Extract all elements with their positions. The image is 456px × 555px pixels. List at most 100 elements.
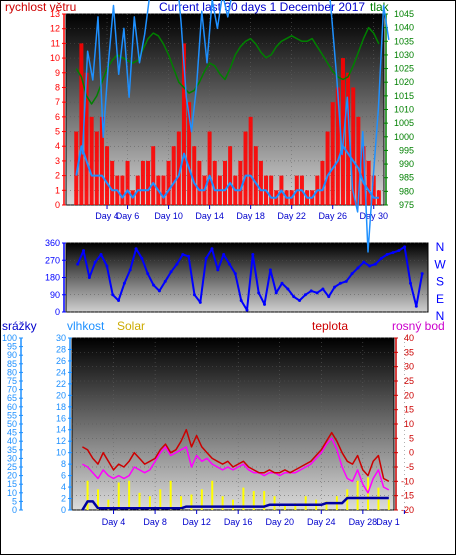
gust-bar (320, 160, 325, 205)
compass-label: E (436, 292, 444, 306)
gust-bar (325, 131, 330, 205)
direction-point (122, 281, 126, 285)
direction-point (391, 251, 395, 255)
rain-tick-label: 35 (7, 445, 17, 455)
solar-bar (211, 480, 214, 510)
wind-tick-label: 6 (55, 112, 60, 122)
direction-point (216, 268, 220, 272)
direction-point (350, 272, 354, 276)
compass-label: W (434, 257, 446, 271)
gust-bar (340, 58, 345, 206)
direction-point (338, 281, 342, 285)
solar-bar (242, 487, 245, 510)
humidity-tick-label: 2 (61, 494, 66, 504)
direction-point (198, 300, 202, 304)
gust-bar (258, 160, 263, 205)
direction-point (333, 285, 337, 289)
pressure-tick-label: 1010 (394, 105, 414, 115)
x-tick-label: Day 4 (95, 211, 119, 221)
rain-tick-label: 55 (7, 410, 17, 420)
direction-point (105, 264, 109, 268)
legend-solar: Solar (117, 319, 145, 333)
direction-point (321, 287, 325, 291)
direction-point (327, 295, 331, 299)
gust-bar (166, 160, 171, 205)
temperature-tick-label: -20 (401, 505, 414, 515)
pressure-axis-label: tlak (370, 0, 390, 14)
humidity-tick-label: 6 (61, 471, 66, 481)
wind-tick-label: 0 (55, 200, 60, 210)
gust-bar (351, 87, 356, 205)
rain-tick-label: 20 (7, 471, 17, 481)
x-tick-label: Day 24 (307, 517, 336, 527)
solar-bar (294, 503, 297, 510)
direction-point (274, 291, 278, 295)
direction-point (379, 256, 383, 260)
direction-tick-label: 270 (45, 255, 60, 265)
pressure-tick-label: 1015 (394, 91, 414, 101)
gust-bar (335, 87, 340, 205)
direction-point (93, 260, 97, 264)
pressure-tick-label: 1020 (394, 77, 414, 87)
solar-bar (283, 504, 286, 510)
x-tick-label: Day 10 (154, 211, 183, 221)
x-tick-label: Day 26 (318, 211, 347, 221)
legend-temperature: teplota (312, 319, 348, 333)
x-tick-label: Day 12 (182, 517, 211, 527)
direction-point (87, 276, 91, 279)
rain-tick-label: 65 (7, 393, 17, 403)
temperature-tick-label: -15 (401, 491, 414, 501)
x-tick-label: Day 4 (102, 517, 126, 527)
legend-dewpoint: rosný bod (392, 319, 445, 333)
solar-bar (86, 480, 89, 510)
gust-bar (176, 131, 181, 205)
rain-tick-label: 85 (7, 359, 17, 369)
gust-bar (361, 146, 366, 205)
x-tick-label: Day 6 (116, 211, 140, 221)
gust-bar (197, 160, 202, 205)
rain-tick-label: 5 (12, 496, 17, 506)
x-tick-label: Day 14 (195, 211, 224, 221)
direction-point (99, 253, 103, 256)
rain-tick-label: 25 (7, 462, 17, 472)
solar-bar (252, 491, 255, 510)
gust-bar (94, 131, 99, 205)
direction-point (251, 253, 255, 256)
direction-point (239, 299, 243, 302)
dewpoint-line (82, 437, 390, 494)
direction-point (169, 270, 173, 274)
direction-point (210, 247, 214, 251)
temperature-tick-label: 20 (404, 390, 414, 400)
solar-bar (180, 496, 183, 510)
direction-point (303, 293, 307, 297)
solar-bar (169, 480, 172, 510)
direction-ticks: 0 90 180 270 360 (45, 238, 66, 317)
wind-tick-label: 10 (50, 53, 60, 63)
pressure-tick-label: 1045 (394, 9, 414, 19)
pressure-tick-label: 1030 (394, 50, 414, 60)
wind-tick-label: 2 (55, 171, 60, 181)
gust-bar (238, 160, 243, 205)
rain-tick-label: 90 (7, 350, 17, 360)
direction-point (152, 283, 156, 287)
wind-axis-label: rychlost větru (5, 0, 76, 14)
solar-bar (325, 501, 328, 510)
solar-bar (387, 499, 390, 510)
direction-point (268, 268, 272, 272)
wind-tick-label: 1 (55, 185, 60, 195)
gust-bar (366, 160, 371, 205)
gust-bar (330, 102, 335, 205)
wind-tick-label: 9 (55, 68, 60, 78)
rain-tick-label: 50 (7, 419, 17, 429)
x-tick-label: Day 30 (359, 211, 388, 221)
temperature-tick-label: 15 (404, 405, 414, 415)
gust-bar (171, 146, 176, 205)
solar-bar (159, 489, 162, 510)
compass-label: N (436, 309, 445, 323)
solar-bar (304, 496, 307, 510)
temperature-tick-label: 0 (409, 448, 414, 458)
